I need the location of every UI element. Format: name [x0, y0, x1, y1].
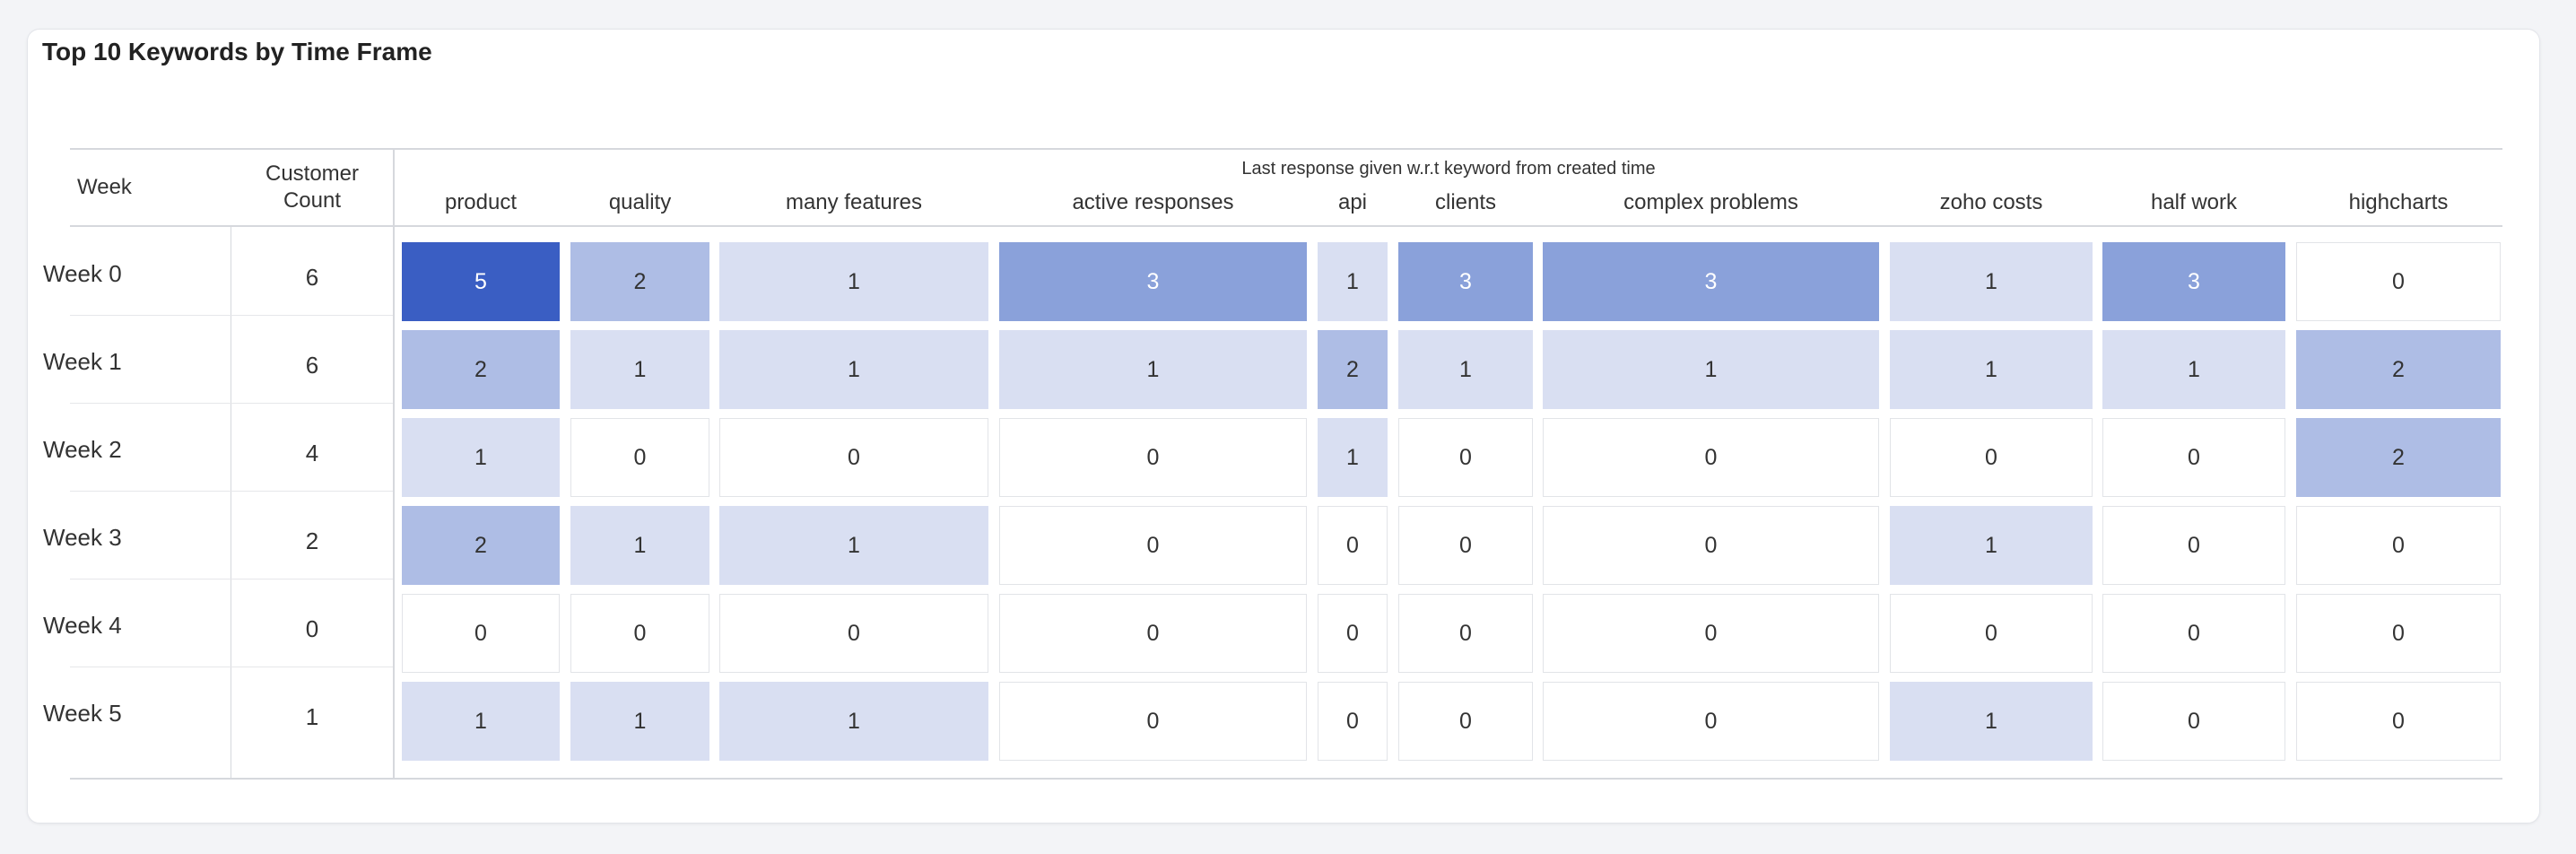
heatmap-cell[interactable]: 1 [1318, 242, 1388, 321]
heatmap-cell[interactable]: 0 [1543, 506, 1879, 585]
column-header: half work [2150, 190, 2238, 214]
heatmap-cell[interactable]: 2 [570, 242, 709, 321]
heatmap-cell[interactable]: 5 [402, 242, 560, 321]
heatmap-cell[interactable]: 0 [719, 418, 988, 497]
column-group-label: Last response given w.r.t keyword from c… [1241, 159, 1656, 179]
heatmap-cell[interactable]: 3 [2102, 242, 2285, 321]
heatmap-cell[interactable]: 0 [2296, 594, 2501, 673]
heatmap-cell[interactable]: 1 [1890, 682, 2093, 761]
heatmap-cell[interactable]: 0 [570, 594, 709, 673]
heatmap-cell[interactable]: 1 [1890, 242, 2093, 321]
heatmap-cell[interactable]: 0 [2296, 242, 2501, 321]
row-divider [70, 491, 393, 492]
customer-count-value: 4 [305, 440, 319, 466]
row-divider [70, 579, 393, 580]
heatmap-cell[interactable]: 0 [1543, 594, 1879, 673]
heatmap-cell[interactable]: 0 [2102, 506, 2285, 585]
customer-count-value: 6 [305, 264, 319, 291]
column-header: quality [608, 190, 672, 214]
row-divider [70, 315, 393, 316]
heatmap-cell[interactable]: 0 [999, 418, 1307, 497]
column-header: active responses [1072, 190, 1234, 214]
heatmap-cell[interactable]: 0 [570, 418, 709, 497]
heatmap-cell[interactable]: 1 [402, 682, 560, 761]
heatmap-cell[interactable]: 1 [570, 330, 709, 409]
column-header: clients [1434, 190, 1497, 214]
heatmap-cell[interactable]: 1 [2102, 330, 2285, 409]
heatmap-cell[interactable]: 2 [402, 330, 560, 409]
heatmap-cell[interactable]: 1 [1890, 330, 2093, 409]
count-column-divider [393, 148, 395, 778]
customer-count-header-line1: Customer [265, 161, 360, 186]
week-label: Week 2 [43, 436, 122, 463]
heatmap-cell[interactable]: 1 [1890, 506, 2093, 585]
week-column-header: Week [77, 175, 132, 199]
heatmap-cell[interactable]: 1 [570, 682, 709, 761]
heatmap-cell[interactable]: 0 [1543, 418, 1879, 497]
heatmap-cell[interactable]: 0 [1890, 418, 2093, 497]
heatmap-cell[interactable]: 3 [1398, 242, 1533, 321]
table-bottom-rule [70, 778, 2502, 780]
customer-count-value: 0 [305, 615, 319, 642]
heatmap-cell[interactable]: 0 [2102, 682, 2285, 761]
header-bottom-rule [70, 225, 2502, 227]
heatmap-cell[interactable]: 3 [1543, 242, 1879, 321]
column-header: zoho costs [1939, 190, 2043, 214]
heatmap-cell[interactable]: 3 [999, 242, 1307, 321]
heatmap-cell[interactable]: 0 [1543, 682, 1879, 761]
heatmap-cell[interactable]: 0 [2296, 506, 2501, 585]
heatmap-cell[interactable]: 1 [719, 682, 988, 761]
heatmap-cell[interactable]: 1 [999, 330, 1307, 409]
heatmap-cell[interactable]: 1 [1398, 330, 1533, 409]
week-label: Week 0 [43, 260, 122, 287]
heatmap-cell[interactable]: 0 [1398, 418, 1533, 497]
week-label: Week 5 [43, 700, 122, 727]
heatmap-cell[interactable]: 0 [719, 594, 988, 673]
week-label: Week 3 [43, 524, 122, 551]
column-header: complex problems [1623, 190, 1798, 214]
heatmap-cell[interactable]: 1 [719, 506, 988, 585]
customer-count-value: 6 [305, 352, 319, 379]
heatmap-cell[interactable]: 0 [1890, 594, 2093, 673]
heatmap-cell[interactable]: 0 [402, 594, 560, 673]
heatmap-cell[interactable]: 1 [402, 418, 560, 497]
customer-count-header-line2: Count [283, 188, 342, 213]
chart-title: Top 10 Keywords by Time Frame [42, 38, 432, 65]
heatmap-cell[interactable]: 2 [2296, 418, 2501, 497]
heatmap-cell[interactable]: 0 [999, 682, 1307, 761]
heatmap-cell[interactable]: 2 [402, 506, 560, 585]
heatmap-cell[interactable]: 1 [570, 506, 709, 585]
row-divider [70, 403, 393, 404]
column-header: product [444, 190, 518, 214]
customer-count-value: 2 [305, 527, 319, 554]
heatmap-cell[interactable]: 0 [1398, 682, 1533, 761]
heatmap-cell[interactable]: 2 [2296, 330, 2501, 409]
heatmap-cell[interactable]: 0 [999, 506, 1307, 585]
heatmap-cell[interactable]: 0 [2102, 418, 2285, 497]
column-header: highcharts [2348, 190, 2449, 214]
heatmap-cell[interactable]: 0 [1398, 506, 1533, 585]
heatmap-cell[interactable]: 1 [1543, 330, 1879, 409]
heatmap-cell[interactable]: 0 [2102, 594, 2285, 673]
column-header: many features [785, 190, 923, 214]
column-header: api [1337, 190, 1368, 214]
heatmap-cell[interactable]: 0 [1398, 594, 1533, 673]
week-label: Week 4 [43, 612, 122, 639]
week-label: Week 1 [43, 348, 122, 375]
heatmap-cell[interactable]: 0 [1318, 682, 1388, 761]
heatmap-cell[interactable]: 1 [1318, 418, 1388, 497]
customer-count-value: 1 [305, 703, 319, 730]
heatmap-cell[interactable]: 0 [1318, 506, 1388, 585]
heatmap-cell[interactable]: 0 [999, 594, 1307, 673]
heatmap-cell[interactable]: 0 [2296, 682, 2501, 761]
table-top-rule [70, 148, 2502, 150]
heatmap-cell[interactable]: 1 [719, 330, 988, 409]
heatmap-cell[interactable]: 0 [1318, 594, 1388, 673]
heatmap-cell[interactable]: 2 [1318, 330, 1388, 409]
heatmap-cell[interactable]: 1 [719, 242, 988, 321]
